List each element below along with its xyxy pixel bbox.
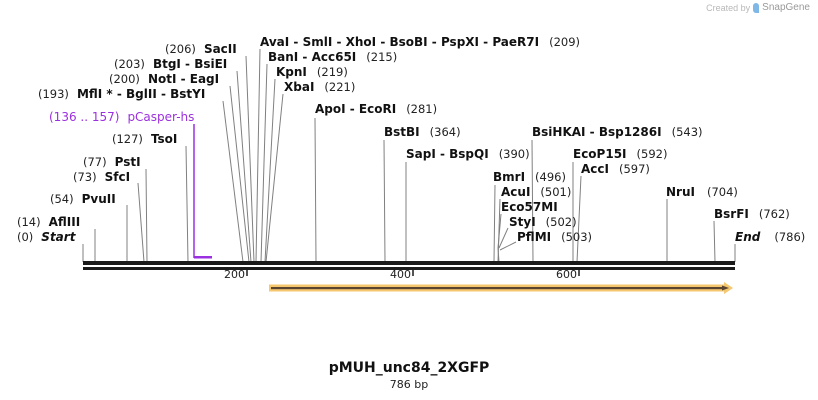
site-kpni[interactable]: KpnI (219)	[276, 65, 348, 79]
snapgene-credit: Created by SnapGene	[706, 2, 810, 13]
orf-arrow[interactable]	[269, 282, 733, 294]
tick-label-200: 200	[224, 268, 245, 281]
site-xbai[interactable]: XbaI (221)	[284, 80, 355, 94]
site-end[interactable]: End (786)	[735, 230, 805, 244]
snapgene-logo-icon	[753, 2, 760, 13]
site-tsoi[interactable]: (127) TsoI	[112, 132, 177, 146]
credit-prefix: Created by	[706, 2, 751, 13]
plasmid-name: pMUH_unc84_2XGFP	[328, 360, 490, 376]
site-psti[interactable]: (77) PstI	[83, 155, 141, 169]
tick-label-600: 600	[556, 268, 577, 281]
site-avai-group[interactable]: AvaI - SmlI - XhoI - BsoBI - PspXI - Pae…	[260, 35, 580, 49]
site-bsrfi[interactable]: BsrFI (762)	[714, 207, 790, 221]
axis-ticks: 200 400 600	[224, 267, 580, 281]
site-btgi-bsiei[interactable]: (203) BtgI - BsiEI	[114, 57, 227, 71]
site-sacii[interactable]: (206) SacII	[165, 42, 237, 56]
site-afliii[interactable]: (14) AflIII	[17, 215, 80, 229]
site-acci[interactable]: AccI (597)	[581, 162, 650, 176]
site-acui[interactable]: AcuI (501)	[501, 185, 571, 199]
plasmid-length: 786 bp	[389, 378, 429, 391]
site-ecop15i[interactable]: EcoP15I (592)	[573, 147, 667, 161]
site-nrui[interactable]: NruI (704)	[666, 185, 738, 199]
site-bmri[interactable]: BmrI (496)	[493, 170, 566, 184]
credit-brand: SnapGene	[762, 2, 810, 13]
tick-label-400: 400	[390, 268, 411, 281]
site-mfli-bglii-bstyi[interactable]: (193) MflI * - BglII - BstYI	[38, 87, 205, 101]
site-labels: (0) Start (14) AflIII (54) PvuII (73) SfcI (…	[17, 35, 805, 244]
site-pflmi[interactable]: PflMI (503)	[517, 230, 592, 244]
dna-backbone	[83, 261, 735, 270]
site-bani-acc65i[interactable]: BanI - Acc65I (215)	[268, 50, 397, 64]
site-bsihkai-bsp1286i[interactable]: BsiHKAI - Bsp1286I (543)	[532, 125, 703, 139]
site-noti-eagi[interactable]: (200) NotI - EagI	[109, 72, 219, 86]
site-pvuii[interactable]: (54) PvuII	[50, 192, 116, 206]
site-styi[interactable]: StyI (502)	[509, 215, 577, 229]
site-eco57mi[interactable]: Eco57MI	[501, 200, 558, 214]
site-start[interactable]: (0) Start	[17, 230, 77, 244]
feature-label-pcasper-hs[interactable]: (136 .. 157) pCasper-hs	[49, 110, 194, 124]
site-sfci[interactable]: (73) SfcI	[73, 170, 130, 184]
site-lines	[82, 48, 736, 263]
site-apoi-ecori[interactable]: ApoI - EcoRI (281)	[315, 102, 437, 116]
site-bstbi[interactable]: BstBI (364)	[384, 125, 461, 139]
site-sapi-bspqi[interactable]: SapI - BspQI (390)	[406, 147, 530, 161]
feature-pcasper-hs[interactable]	[193, 124, 212, 259]
